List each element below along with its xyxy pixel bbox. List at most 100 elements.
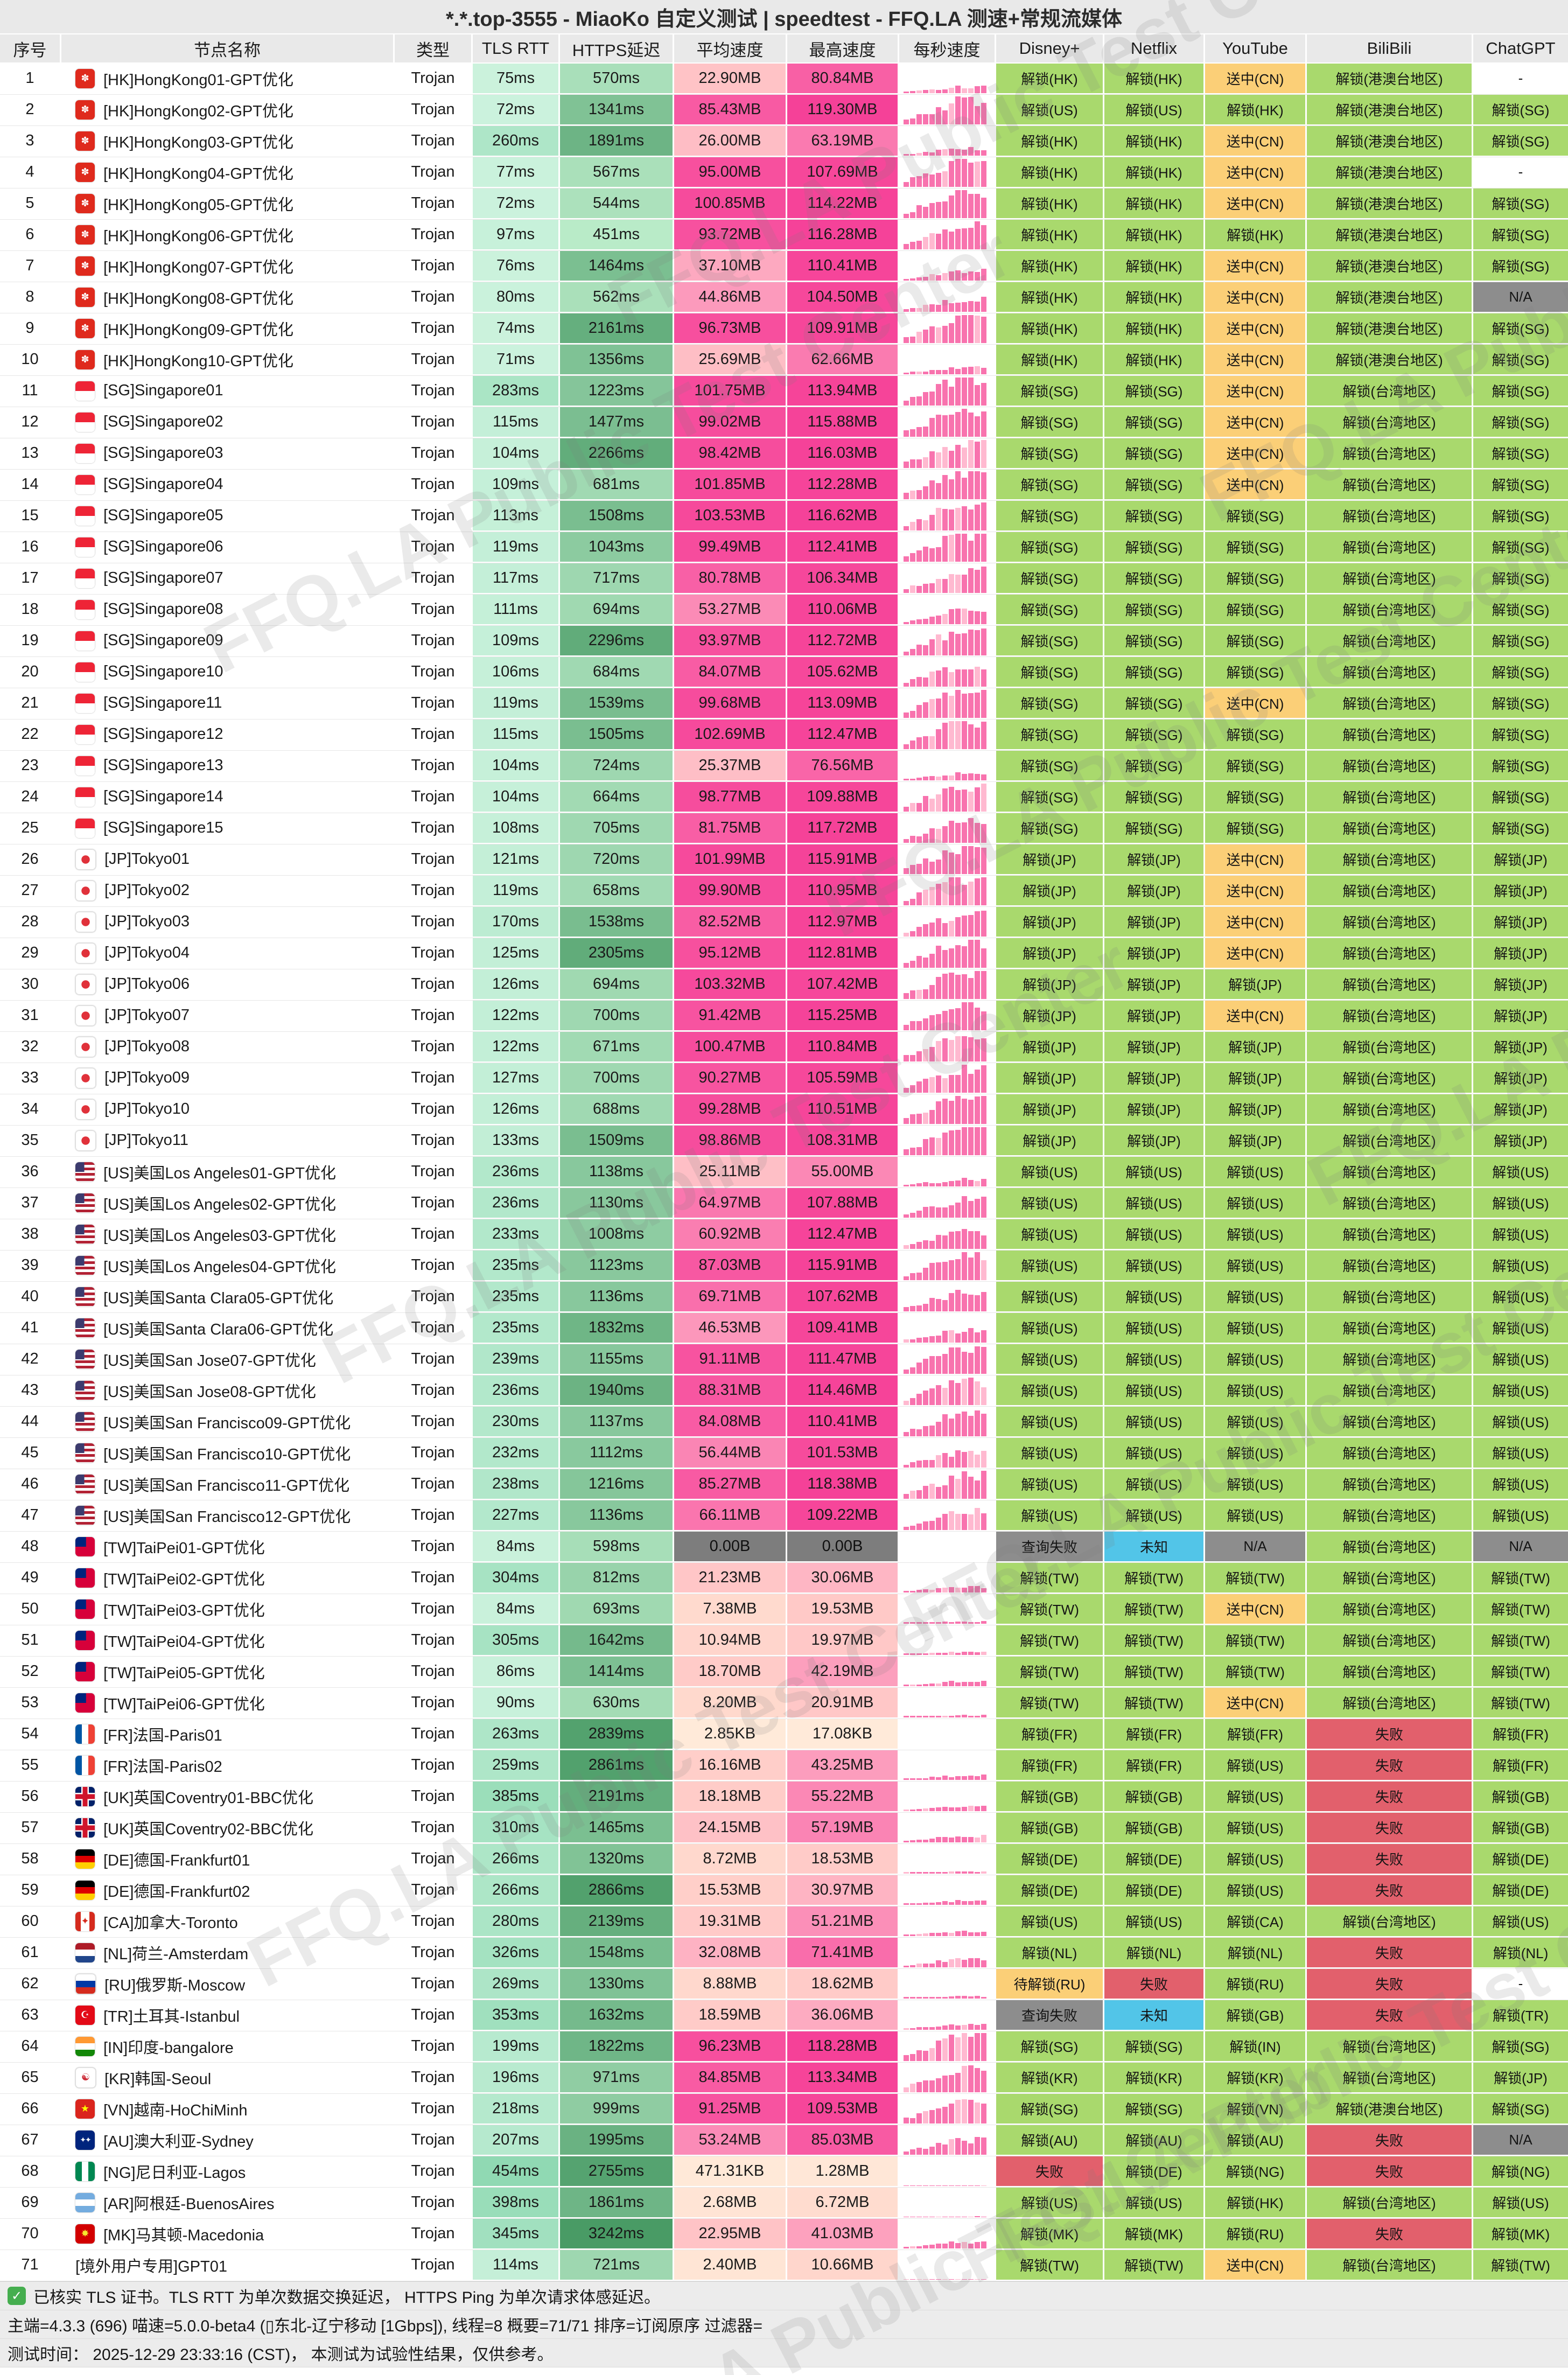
speed-bar xyxy=(936,1385,941,1405)
avg-speed-cell: 99.28MB xyxy=(674,1094,786,1124)
speed-bar xyxy=(936,634,941,655)
speed-bar xyxy=(968,2185,974,2186)
speed-bar xyxy=(962,2242,967,2248)
chatgpt-status-cell: 解锁(SG) xyxy=(1473,251,1568,281)
max-speed-cell: 30.97MB xyxy=(787,1875,898,1905)
speed-bar xyxy=(955,1958,961,1967)
speed-bar xyxy=(949,1039,954,1061)
max-speed-cell: 112.47MB xyxy=(787,720,898,749)
row-index-cell: 61 xyxy=(0,1938,60,1967)
speed-bar xyxy=(923,1589,928,1592)
speed-bar xyxy=(975,787,980,812)
table-row: 63 ☪ [TR]土耳其-Istanbul Trojan 353ms 1632ms 18.5… xyxy=(0,2000,1568,2031)
node-name-text: [JP]Tokyo06 xyxy=(104,975,190,993)
row-index-cell: 60 xyxy=(0,1906,60,1936)
disney-status-cell: 解锁(TW) xyxy=(996,1657,1103,1686)
speed-bar xyxy=(962,190,967,218)
speed-bar xyxy=(949,574,954,593)
speed-bar xyxy=(942,1261,948,1280)
speed-bar xyxy=(955,149,961,156)
https-ping-cell: 671ms xyxy=(560,1032,673,1061)
speed-bar xyxy=(968,2216,974,2217)
speed-bar xyxy=(904,1185,909,1186)
node-type-cell: Trojan xyxy=(395,157,471,187)
avg-speed-cell: 8.20MB xyxy=(674,1688,786,1717)
speed-bar xyxy=(975,1622,980,1624)
row-index-cell: 11 xyxy=(0,376,60,406)
speed-bar xyxy=(936,828,941,843)
avg-speed-cell: 44.86MB xyxy=(674,282,786,312)
row-index-cell: 69 xyxy=(0,2188,60,2217)
node-type-cell: Trojan xyxy=(395,1563,471,1592)
node-name-text: [HK]HongKong02-GPT优化 xyxy=(103,102,293,120)
max-speed-cell: 107.42MB xyxy=(787,969,898,999)
speed-bar xyxy=(904,651,909,655)
node-name-text: [US]美国San Francisco11-GPT优化 xyxy=(103,1477,350,1494)
netflix-status-cell: 解锁(TW) xyxy=(1104,1657,1203,1686)
speed-bar xyxy=(904,119,909,124)
per-second-speed-graph xyxy=(899,844,995,874)
speed-bar xyxy=(981,1931,986,1936)
speed-bar xyxy=(962,916,967,937)
speed-bar xyxy=(916,1523,922,1530)
speed-bar xyxy=(981,1960,986,1967)
speed-bar xyxy=(955,471,961,499)
per-second-speed-graph xyxy=(899,1782,995,1811)
speed-bar xyxy=(962,1332,967,1343)
nl-flag-icon xyxy=(75,1943,95,1962)
disney-status-cell: 待解锁(RU) xyxy=(996,1969,1103,1999)
tw-flag-icon xyxy=(75,1630,95,1650)
speed-bar xyxy=(910,459,915,468)
netflix-status-cell: 解锁(SG) xyxy=(1104,782,1203,812)
speed-bar xyxy=(910,118,915,124)
bilibili-status-cell: 解锁(台湾地区) xyxy=(1307,438,1472,468)
node-type-cell: Trojan xyxy=(395,1251,471,1280)
speed-bar xyxy=(910,212,915,218)
speed-bar xyxy=(929,616,935,624)
speed-bar xyxy=(929,1109,935,1124)
speed-bar xyxy=(916,778,922,780)
node-name-text: [HK]HongKong07-GPT优化 xyxy=(103,259,293,276)
node-name-text: [US]美国Los Angeles04-GPT优化 xyxy=(103,1258,336,1276)
speed-bar xyxy=(942,379,948,406)
https-ping-cell: 681ms xyxy=(560,470,673,499)
speed-bar xyxy=(929,1838,935,1842)
speed-bar xyxy=(975,162,980,187)
speed-bar xyxy=(962,506,967,530)
bilibili-status-cell: 失败 xyxy=(1307,1719,1472,1749)
disney-status-cell: 解锁(HK) xyxy=(996,157,1103,187)
speed-bar xyxy=(955,1652,961,1655)
table-row: 71 [境外用户专用]GPT01 Trojan 114ms 721ms 2.40MB 10.… xyxy=(0,2250,1568,2281)
row-index-cell: 49 xyxy=(0,1563,60,1592)
speed-bar xyxy=(968,147,974,156)
chatgpt-status-cell: 解锁(JP) xyxy=(1473,1001,1568,1030)
speed-bar xyxy=(936,452,941,468)
node-name-text: [AU]澳大利亚-Sydney xyxy=(103,2133,254,2150)
sg-flag-icon xyxy=(75,787,95,807)
speed-bar xyxy=(929,1589,935,1592)
speed-bar xyxy=(910,1339,915,1343)
speed-bar xyxy=(936,1777,941,1780)
hk-flag-icon: ✽ xyxy=(75,131,95,151)
row-index-cell: 27 xyxy=(0,876,60,905)
speed-bar xyxy=(975,1900,980,1905)
row-index-cell: 29 xyxy=(0,938,60,968)
netflix-status-cell: 解锁(US) xyxy=(1104,1251,1203,1280)
netflix-status-cell: 解锁(SG) xyxy=(1104,751,1203,780)
jp-flag-icon xyxy=(75,1036,96,1057)
ar-flag-icon xyxy=(75,2192,95,2212)
disney-status-cell: 查询失败 xyxy=(996,1532,1103,1561)
youtube-status-cell: 解锁(JP) xyxy=(1205,1032,1305,1061)
netflix-status-cell: 未知 xyxy=(1104,2000,1203,2030)
max-speed-cell: 110.51MB xyxy=(787,1094,898,1124)
bilibili-status-cell: 解锁(台湾地区) xyxy=(1307,1438,1472,1468)
tls-rtt-cell: 283ms xyxy=(473,376,558,406)
node-name-text: [TW]TaiPei06-GPT优化 xyxy=(103,1695,265,1713)
speed-bar xyxy=(962,228,967,249)
chatgpt-status-cell: 解锁(TW) xyxy=(1473,1563,1568,1592)
tls-rtt-cell: 72ms xyxy=(473,188,558,218)
speed-bar xyxy=(942,1300,948,1311)
netflix-status-cell: 解锁(JP) xyxy=(1104,876,1203,905)
speed-bar xyxy=(981,774,986,780)
speed-bar xyxy=(910,2118,915,2123)
